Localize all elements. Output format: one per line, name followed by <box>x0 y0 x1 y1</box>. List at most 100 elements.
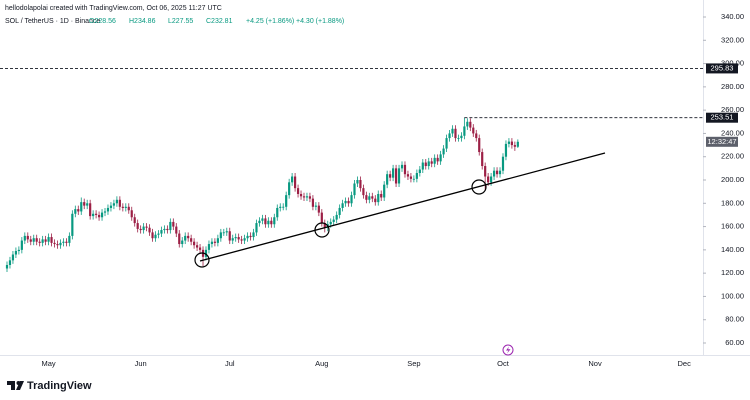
candle-body <box>121 206 124 208</box>
candle-body <box>374 198 377 203</box>
touch-circle <box>194 252 210 268</box>
y-tick-label: 140.00 <box>721 245 744 254</box>
candle-body <box>53 242 56 245</box>
candle-body <box>481 152 484 167</box>
candle-body <box>118 199 121 207</box>
candle-body <box>338 207 341 215</box>
candle-body <box>231 238 234 241</box>
candle-body <box>501 156 505 171</box>
y-tick-label: 160.00 <box>721 222 744 231</box>
candle-body <box>178 233 181 245</box>
candle-body <box>353 183 356 196</box>
candle-body <box>389 174 392 178</box>
candle-body <box>80 202 83 212</box>
candle-body <box>454 128 457 139</box>
candle-body <box>68 235 71 243</box>
ohlc-open: O228.56 <box>89 18 116 25</box>
candle-body <box>133 217 136 224</box>
candle-body <box>492 170 496 177</box>
candle-body <box>35 238 38 242</box>
candle-body <box>193 241 196 246</box>
candle-body <box>219 232 222 239</box>
candle-body <box>296 188 300 194</box>
candle-body <box>380 193 383 198</box>
price-label-box <box>706 112 738 123</box>
y-tick-label: 220.00 <box>721 152 744 161</box>
candle-body <box>409 176 413 179</box>
candle-body <box>487 176 490 183</box>
candle-body <box>371 196 374 199</box>
candle-body <box>267 220 270 225</box>
candle-body <box>92 213 95 217</box>
ohlc-low: L227.55 <box>168 18 193 25</box>
candle-body <box>228 231 231 241</box>
candle-body <box>234 237 237 239</box>
candle-body <box>484 166 487 177</box>
change: +4.25 (+1.86%) <box>246 18 294 25</box>
x-tick-label: Dec <box>677 359 691 368</box>
candle-body <box>44 239 47 242</box>
candle-body <box>332 219 335 222</box>
candle-body <box>323 223 326 228</box>
candle-body <box>335 214 338 220</box>
plot-area <box>5 117 519 272</box>
candle-body <box>392 168 395 178</box>
candle-body <box>252 232 255 238</box>
candle-body <box>291 176 294 183</box>
candle-body <box>222 232 225 234</box>
candle-body <box>448 133 451 139</box>
candle-body <box>439 154 442 162</box>
author-line: hellodolapolai created with TradingView.… <box>5 5 222 12</box>
candle-body <box>415 173 418 179</box>
candle-body <box>38 241 41 243</box>
candle-body <box>207 244 211 250</box>
candle-body <box>225 231 228 233</box>
candle-body <box>314 205 317 207</box>
candle-body <box>213 241 216 243</box>
y-tick-label: 60.00 <box>725 338 744 347</box>
y-tick-label: 260.00 <box>721 105 744 114</box>
candle-body <box>350 195 353 204</box>
candle-body <box>412 178 415 180</box>
candle-body <box>421 162 424 170</box>
candle-body <box>56 244 59 246</box>
candle-body <box>237 237 240 240</box>
candle-body <box>365 195 368 200</box>
candle-body <box>341 203 344 208</box>
candle-body <box>513 145 516 147</box>
candle-body <box>329 221 332 225</box>
x-tick-label: Sep <box>407 359 420 368</box>
x-tick-label: Nov <box>588 359 602 368</box>
candle-body <box>288 182 291 196</box>
event-icon[interactable] <box>502 344 514 356</box>
candle-body <box>442 148 445 155</box>
candle-body <box>154 234 157 239</box>
y-tick-label: 180.00 <box>721 198 744 207</box>
candle-body <box>26 235 29 240</box>
candle-body <box>151 232 154 239</box>
candle-body <box>95 213 98 215</box>
countdown: 12:32:47 <box>707 137 736 146</box>
y-tick-label: 100.00 <box>721 291 744 300</box>
candle-body <box>255 223 258 233</box>
countdown-box <box>706 136 738 147</box>
candle-body <box>406 174 410 177</box>
candle-body <box>14 251 18 255</box>
x-tick-label: Aug <box>315 359 328 368</box>
candle-body <box>148 227 151 233</box>
candle-body <box>195 245 199 248</box>
price-label: 295.83 <box>711 63 734 72</box>
candle-body <box>106 207 110 212</box>
candle-body <box>427 161 430 167</box>
candle-body <box>359 180 362 189</box>
candle-body <box>11 254 15 261</box>
candle-body <box>285 195 288 207</box>
candle-body <box>347 200 350 204</box>
candle-body <box>172 221 175 227</box>
candle-body <box>62 241 65 243</box>
candle-body <box>59 242 62 246</box>
candle-body <box>424 162 427 167</box>
candle-body <box>418 169 421 174</box>
candle-body <box>400 164 404 169</box>
